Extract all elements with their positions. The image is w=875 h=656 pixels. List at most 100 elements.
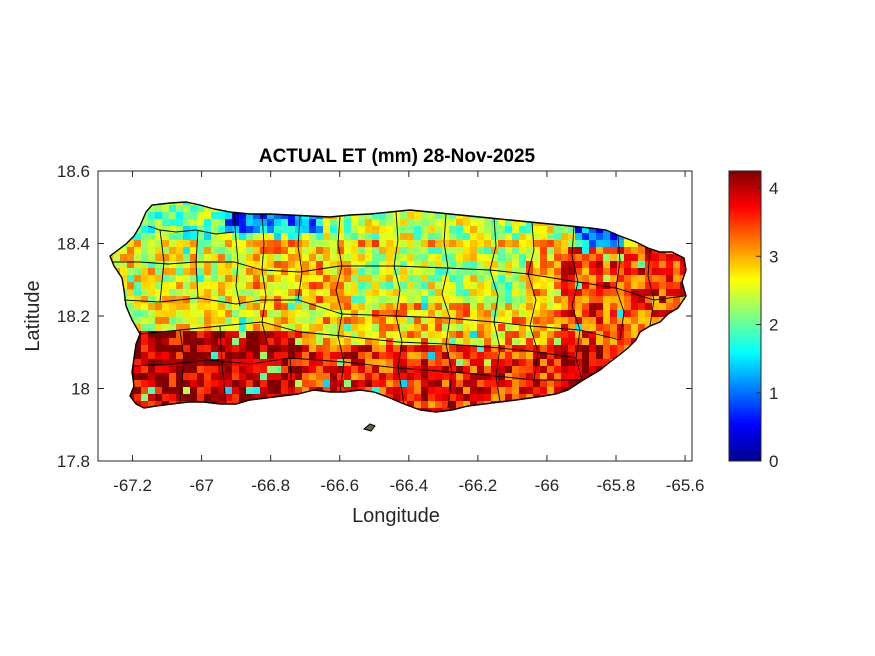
heatmap-cell [148, 401, 156, 409]
heatmap-cell [386, 359, 394, 367]
heatmap-cell [400, 317, 408, 325]
heatmap-cell [652, 317, 660, 325]
heatmap-cell [470, 296, 478, 304]
heatmap-cell [442, 261, 450, 269]
heatmap-cell [596, 324, 604, 332]
heatmap-cell [232, 380, 240, 388]
heatmap-cell [421, 338, 429, 346]
heatmap-cell [260, 282, 268, 290]
heatmap-cell [505, 289, 513, 297]
heatmap-cell [533, 338, 541, 346]
heatmap-cell [162, 282, 170, 290]
heatmap-cell [169, 212, 177, 220]
heatmap-cell [589, 359, 597, 367]
heatmap-cell [624, 324, 632, 332]
heatmap-cell [435, 310, 443, 318]
heatmap-cell [631, 331, 639, 339]
heatmap-cell [638, 296, 646, 304]
heatmap-cell [421, 310, 429, 318]
heatmap-cell [148, 226, 156, 234]
x-tick-label: -66.2 [459, 476, 498, 495]
municipality-border [195, 229, 199, 299]
heatmap-cell [393, 289, 401, 297]
heatmap-cell [358, 226, 366, 234]
heatmap-cell [204, 366, 212, 374]
heatmap-cell [309, 373, 317, 381]
heatmap-cell [575, 226, 583, 234]
heatmap-cell [162, 233, 170, 241]
heatmap-cell [344, 226, 352, 234]
heatmap-cell [477, 275, 485, 283]
heatmap-cell [666, 282, 674, 290]
heatmap-cell [260, 310, 268, 318]
heatmap-cell [239, 338, 247, 346]
heatmap-cell [673, 296, 681, 304]
heatmap-cell [463, 254, 471, 262]
heatmap-cell [638, 324, 646, 332]
heatmap-cell [491, 310, 499, 318]
heatmap-cell [134, 268, 142, 276]
heatmap-cell [253, 380, 261, 388]
heatmap-cell [204, 282, 212, 290]
heatmap-cell [582, 373, 590, 381]
heatmap-cell [148, 331, 156, 339]
heatmap-cell [260, 380, 268, 388]
heatmap-cell [309, 289, 317, 297]
heatmap-cell [400, 254, 408, 262]
heatmap-cell [190, 275, 198, 283]
heatmap-cell [463, 261, 471, 269]
heatmap-cell [428, 233, 436, 241]
heatmap-cell [239, 352, 247, 360]
heatmap-cell [218, 261, 226, 269]
heatmap-cell [302, 317, 310, 325]
heatmap-cell [659, 268, 667, 276]
heatmap-cell [183, 240, 191, 248]
heatmap-cell [540, 324, 548, 332]
heatmap-cell [603, 359, 611, 367]
heatmap-cell [554, 240, 562, 248]
heatmap-cell [323, 219, 331, 227]
x-tick-label: -65.8 [597, 476, 636, 495]
heatmap-cell [358, 268, 366, 276]
heatmap-cell [526, 310, 534, 318]
heatmap-cell [386, 317, 394, 325]
colorbar-tick-label: 0 [769, 452, 778, 471]
heatmap-cell [610, 289, 618, 297]
heatmap-cell [162, 268, 170, 276]
heatmap-cell [169, 240, 177, 248]
heatmap-cell [414, 282, 422, 290]
heatmap-cell [358, 233, 366, 241]
heatmap-cell [274, 254, 282, 262]
heatmap-cell [148, 324, 156, 332]
heatmap-cell [477, 331, 485, 339]
heatmap-cell [253, 345, 261, 353]
heatmap-cell [498, 317, 506, 325]
heatmap-cell [596, 310, 604, 318]
heatmap-cell [463, 289, 471, 297]
heatmap-cell [456, 303, 464, 311]
heatmap-cell [162, 219, 170, 227]
heatmap-cell [561, 324, 569, 332]
heatmap-cell [407, 352, 415, 360]
heatmap-cell [456, 310, 464, 318]
heatmap-cell [477, 324, 485, 332]
heatmap-cell [190, 317, 198, 325]
heatmap-cell [372, 296, 380, 304]
heatmap-cell [120, 247, 128, 255]
heatmap-cell [239, 324, 247, 332]
heatmap-cell [344, 254, 352, 262]
heatmap-cell [197, 226, 205, 234]
heatmap-cell [540, 289, 548, 297]
heatmap-cell [610, 261, 618, 269]
heatmap-cell [561, 303, 569, 311]
heatmap-cell [253, 317, 261, 325]
heatmap-cell [148, 310, 156, 318]
heatmap-cell [386, 219, 394, 227]
heatmap-cell [358, 352, 366, 360]
heatmap-cell [603, 331, 611, 339]
heatmap-cell [253, 310, 261, 318]
heatmap-cell [491, 233, 499, 241]
heatmap-cell [547, 233, 555, 241]
heatmap-cell [211, 240, 219, 248]
heatmap-cell [477, 240, 485, 248]
